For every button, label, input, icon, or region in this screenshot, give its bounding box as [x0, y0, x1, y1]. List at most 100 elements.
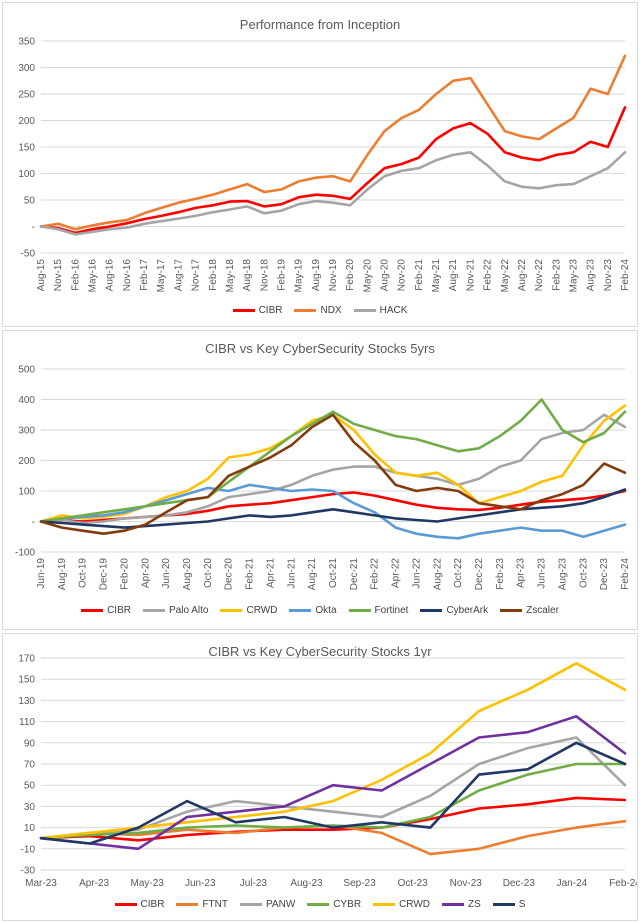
series-line-cibr — [39, 106, 627, 235]
y-tick-label: 100 — [18, 169, 35, 180]
legend-label: Palo Alto — [168, 605, 209, 616]
y-tick-label: -10 — [21, 844, 36, 855]
legend-swatch — [81, 609, 104, 612]
chart-title: Performance from Inception — [239, 17, 401, 32]
x-tick-label: Oct-23 — [398, 878, 428, 889]
x-tick-label: Dec-20 — [224, 558, 235, 591]
x-tick-label: May-22 — [500, 259, 511, 293]
x-tick-label: Feb-24 — [620, 259, 631, 291]
legend-label: HACK — [379, 305, 408, 316]
legend-label: CYBR — [333, 899, 362, 910]
y-tick-label: -30 — [21, 866, 36, 877]
x-tick-label: May-19 — [294, 259, 305, 293]
legend-label: Okta — [315, 605, 337, 616]
legend-swatch — [348, 609, 371, 612]
x-tick-label: Oct-19 — [78, 558, 89, 588]
series-line-panw — [39, 736, 627, 840]
legend-item: FTNT — [176, 899, 228, 910]
x-tick-label: Dec-22 — [474, 558, 485, 591]
x-tick-label: Feb-21 — [245, 558, 256, 590]
x-tick-label: Aug-17 — [173, 259, 184, 292]
chart-title: CIBR vs Key CyberSecurity Stocks 5yrs — [205, 341, 435, 356]
x-tick-label: Feb-20 — [119, 558, 130, 590]
legend-label: CyberArk — [446, 605, 489, 616]
x-tick-label: May-16 — [88, 259, 99, 293]
x-tick-label: Aug-20 — [380, 259, 391, 292]
x-tick-label: Jun-20 — [161, 558, 172, 589]
y-tick-label: 70 — [24, 760, 36, 771]
x-tick-label: Aug-21 — [448, 259, 459, 292]
x-tick-label: May-23 — [131, 878, 165, 889]
x-tick-label: Apr-23 — [516, 558, 527, 588]
x-tick-label: Nov-22 — [534, 259, 545, 292]
x-tick-label: Aug-20 — [182, 558, 193, 591]
legend-item: ZS — [442, 899, 481, 910]
y-tick-label: 400 — [18, 395, 35, 406]
legend-label: CIBR — [140, 899, 165, 910]
chart-canvas: -30 -10 10 30 50 70 90 110 130 150 170 Mar-23 Apr-23… — [18, 654, 637, 890]
x-tick-label: Nov-16 — [122, 259, 133, 292]
legend-label: FTNT — [202, 899, 228, 910]
y-tick-label: 10 — [24, 823, 36, 834]
legend-swatch — [353, 309, 376, 312]
y-tick-label: 500 — [18, 365, 35, 376]
series-line-cibr — [39, 796, 627, 842]
series-line-zscaler — [39, 413, 627, 535]
x-tick-label: Nov-23 — [450, 878, 483, 889]
legend-swatch — [114, 903, 137, 906]
x-tick-label: Feb-16 — [70, 259, 81, 291]
x-tick-label: Feb-22 — [370, 558, 381, 590]
legend-item: S — [492, 899, 525, 910]
x-tick-label: Nov-21 — [465, 259, 476, 292]
legend-swatch — [232, 309, 255, 312]
x-tick-label: Nov-18 — [259, 259, 270, 292]
legend-swatch — [373, 903, 396, 906]
x-tick-label: Jul-23 — [240, 878, 268, 889]
chart-legend: CIBR NDX HACK — [3, 305, 637, 316]
legend-swatch — [500, 609, 523, 612]
x-tick-label: Nov-20 — [397, 259, 408, 292]
x-tick-label: Dec-23 — [503, 878, 536, 889]
legend-swatch — [220, 609, 243, 612]
y-tick-label: 300 — [18, 63, 35, 74]
legend-item: CyberArk — [420, 605, 488, 616]
x-tick-label: Aug-19 — [57, 558, 68, 591]
legend-label: CIBR — [258, 305, 283, 316]
x-tick-label: Aug-16 — [105, 259, 116, 292]
legend-item: CYBR — [307, 899, 361, 910]
legend-item: CIBR — [232, 305, 283, 316]
y-tick-label: -50 — [21, 249, 36, 260]
x-tick-label: May-17 — [156, 259, 167, 293]
x-tick-label: Jun-23 — [537, 558, 548, 589]
y-tick-label: 30 — [24, 802, 36, 813]
legend-item: NDX — [294, 305, 342, 316]
x-tick-label: Feb-23 — [495, 558, 506, 590]
x-tick-label: Aug-22 — [432, 558, 443, 591]
chart-panel-5yrs: CIBR vs Key CyberSecurity Stocks 5yrs -1… — [2, 330, 638, 630]
x-tick-label: Aug-22 — [517, 259, 528, 292]
x-tick-label: Feb-24 — [620, 558, 631, 590]
legend-item: Okta — [289, 605, 337, 616]
legend-swatch — [420, 609, 443, 612]
legend-label: Zscaler — [526, 605, 559, 616]
x-tick-label: Aug-23 — [586, 259, 597, 292]
x-tick-label: Aug-18 — [242, 259, 253, 292]
legend-swatch — [176, 903, 199, 906]
x-tick-label: Aug-23 — [557, 558, 568, 591]
y-tick-label: 250 — [18, 90, 35, 101]
series-line-hack — [39, 151, 627, 236]
x-tick-label: Oct-22 — [453, 558, 464, 588]
x-tick-label: Sep-23 — [343, 878, 376, 889]
y-tick-label: 300 — [18, 426, 35, 437]
x-tick-label: Dec-19 — [99, 558, 110, 591]
x-tick-label: Aug-19 — [311, 259, 322, 292]
x-tick-label: Dec-21 — [349, 558, 360, 591]
x-tick-label: Aug-21 — [307, 558, 318, 591]
x-tick-label: Oct-21 — [328, 558, 339, 588]
y-tick-label: 150 — [18, 143, 35, 154]
x-tick-label: Feb-18 — [208, 259, 219, 291]
y-tick-label: 170 — [18, 654, 35, 665]
legend-item: Zscaler — [500, 605, 559, 616]
y-tick-label: 150 — [18, 675, 35, 686]
